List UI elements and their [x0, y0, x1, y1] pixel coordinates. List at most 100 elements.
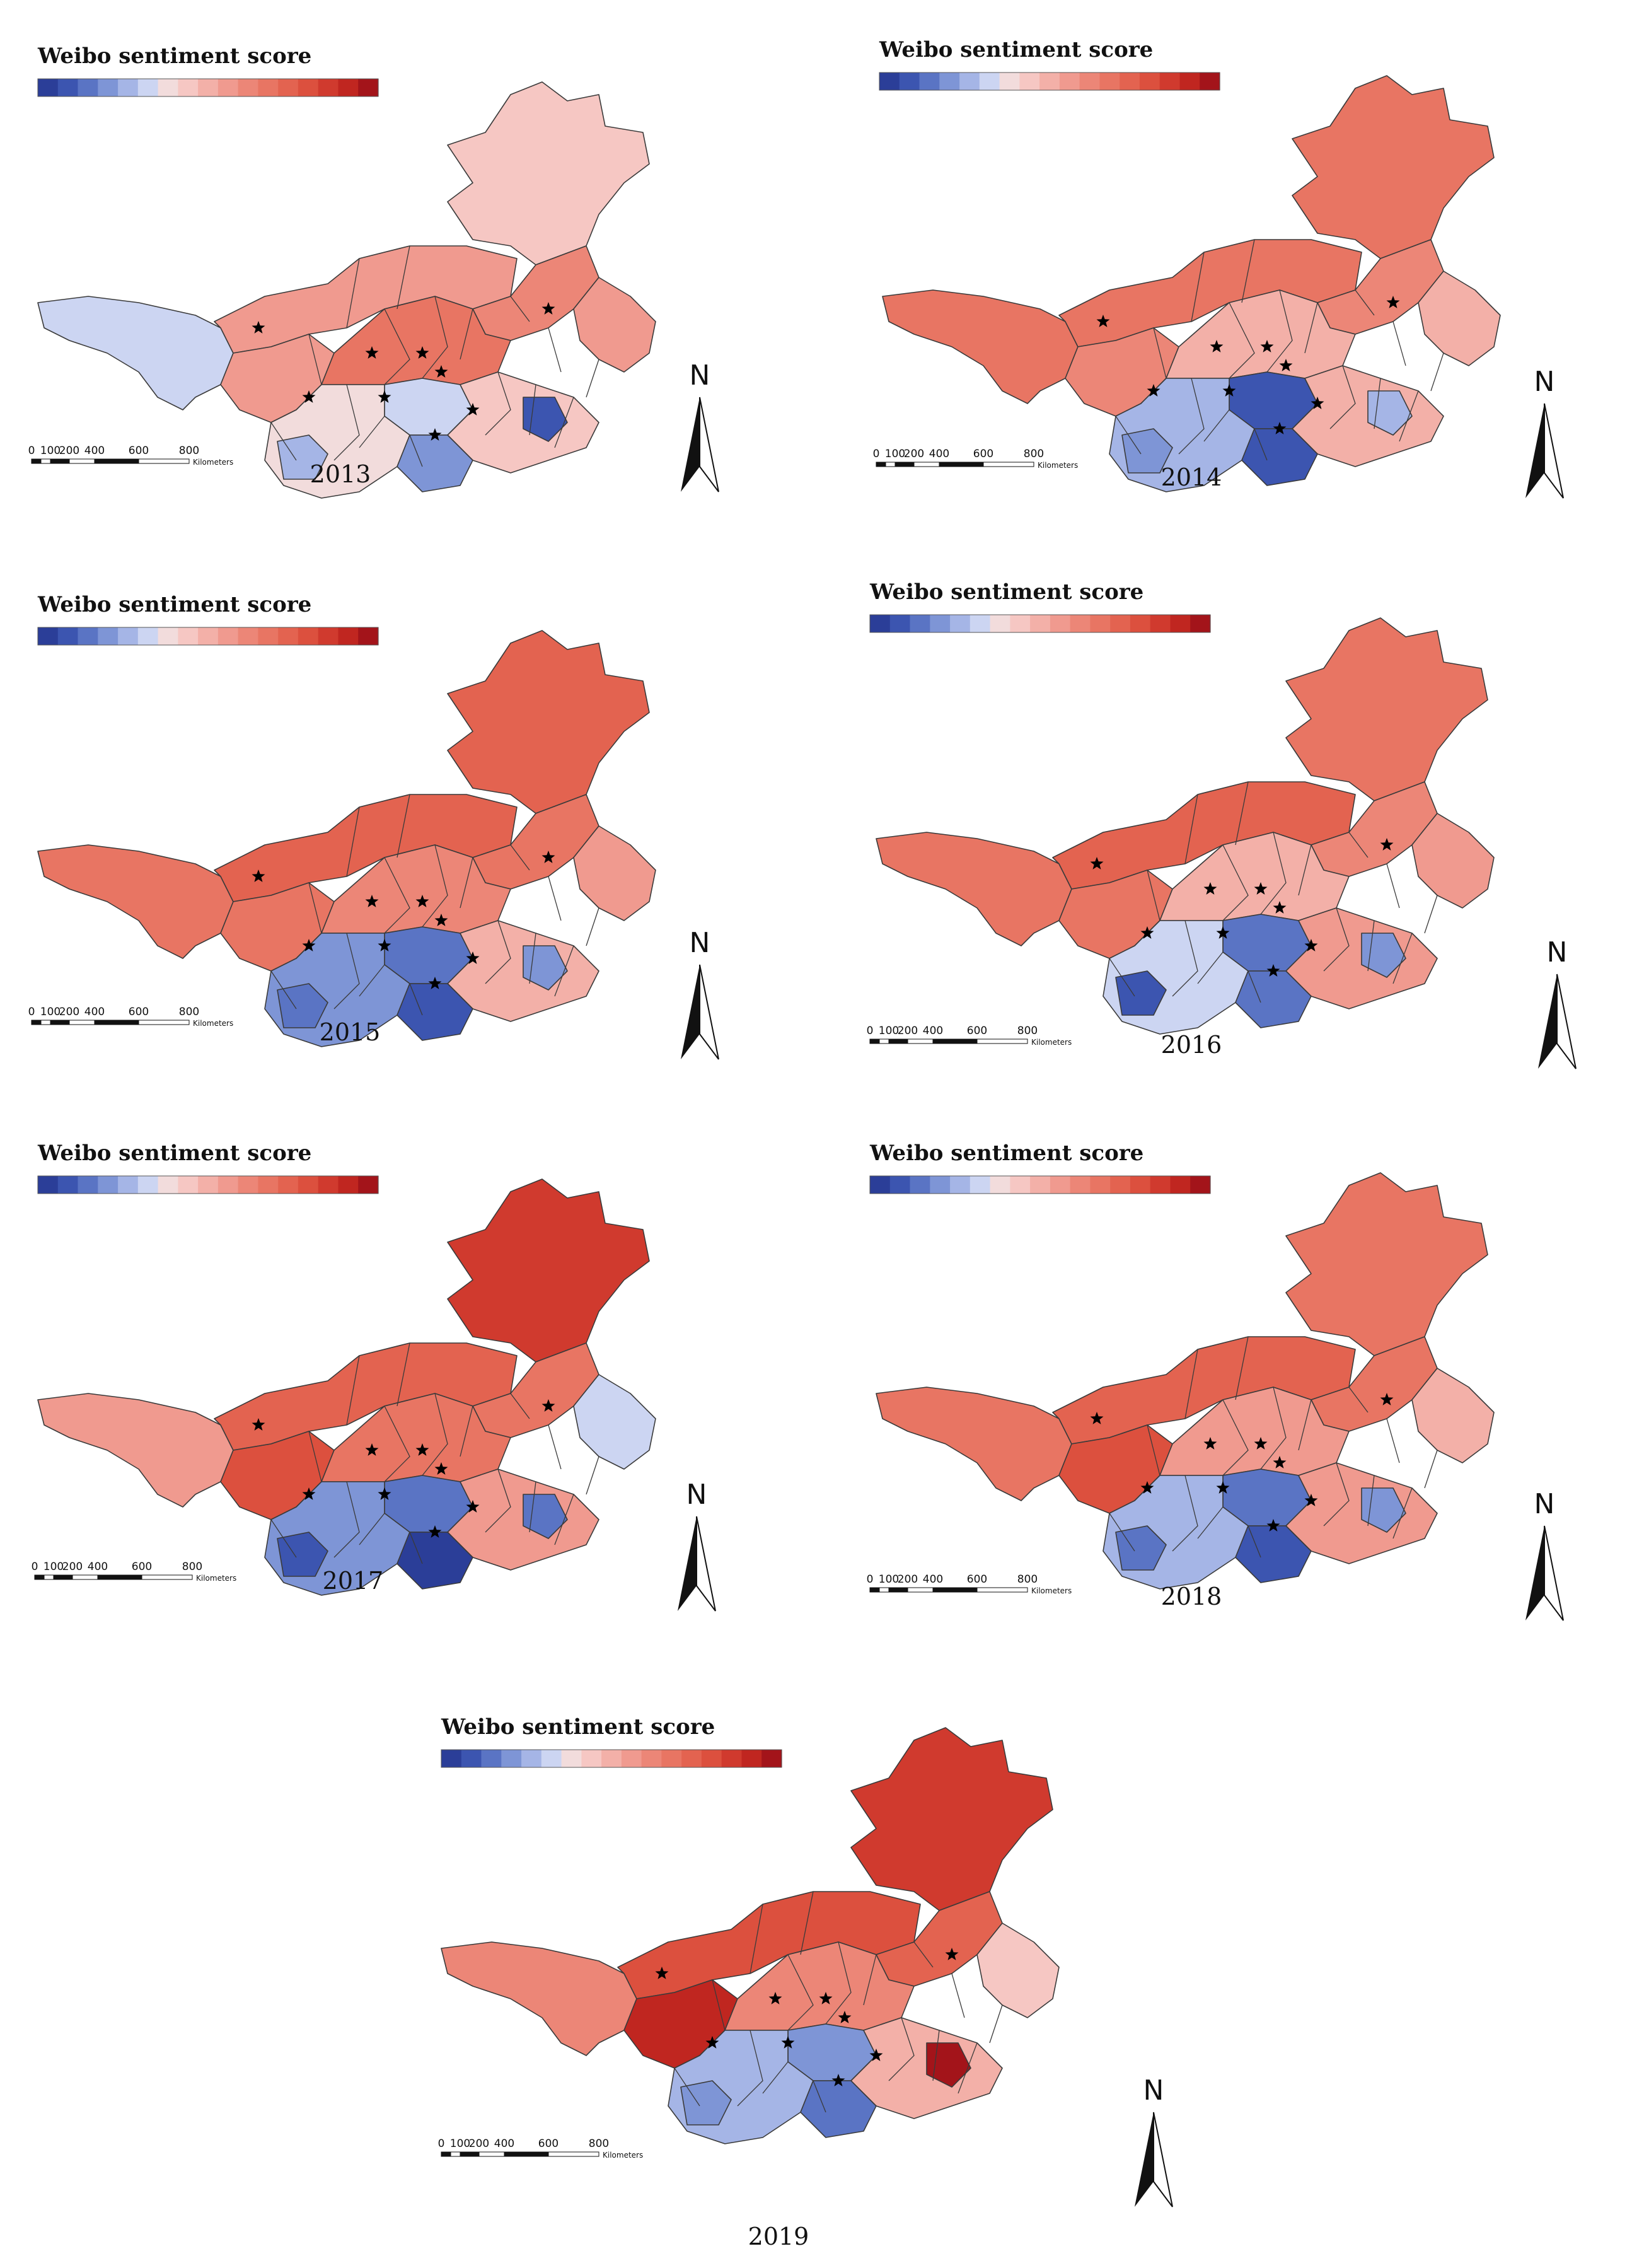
scale-segment: [885, 462, 896, 467]
legend-ramp-frame: [37, 1175, 379, 1194]
city-star-marker: [705, 2036, 719, 2049]
legend-swatch: [38, 79, 59, 96]
scale-segment: [976, 1038, 1028, 1044]
scale-tick-label: 400: [84, 1006, 105, 1018]
city-star-marker: [434, 1462, 448, 1475]
legend-ramp-frame: [869, 1175, 1211, 1194]
legend-swatch: [57, 1176, 79, 1194]
legend-swatch: [959, 73, 980, 90]
legend-swatch: [481, 1750, 502, 1767]
region-bandE: [1418, 270, 1501, 366]
region-boundary: [586, 1456, 599, 1495]
region-north: [447, 630, 650, 814]
region-west: [441, 1941, 637, 2056]
legend-swatch: [178, 627, 199, 645]
legend-swatch: [969, 1176, 991, 1194]
region-boundary: [1197, 951, 1224, 984]
scale-segment: [460, 2151, 480, 2157]
scale-tick-label: 0: [28, 1006, 35, 1018]
region-boundary: [548, 327, 562, 373]
legend-swatch: [1010, 615, 1031, 632]
legend-swatch: [761, 1750, 782, 1767]
region-north: [850, 1727, 1053, 1911]
region-boundary: [1241, 239, 1255, 303]
legend-title: Weibo sentiment score: [37, 44, 311, 69]
city-star-marker: [945, 1948, 959, 1960]
city-star-marker: [819, 1992, 833, 2004]
legend-swatch: [338, 79, 359, 96]
scale-segment: [34, 1574, 45, 1580]
legend-swatch: [1030, 1176, 1051, 1194]
scale-tick-label: 0: [438, 2137, 445, 2150]
region-boundary: [384, 1405, 410, 1482]
city-star-marker: [428, 977, 442, 989]
city-star-marker: [415, 346, 429, 359]
region-blue2: [680, 2080, 732, 2126]
region-boundary: [529, 1481, 536, 1533]
region-blue1: [800, 2080, 877, 2138]
region-blue1: [1241, 428, 1318, 486]
north-arrow-left: [681, 397, 700, 492]
legend-swatch: [118, 79, 139, 96]
legend-swatch: [57, 627, 79, 645]
scale-tick-label: 600: [132, 1561, 152, 1573]
legend-swatch: [910, 1176, 930, 1194]
region-bandE: [573, 277, 656, 373]
scale-tick-label: 100: [885, 448, 905, 460]
region-boundary: [346, 258, 360, 329]
legend-swatch: [1120, 73, 1140, 90]
scale-segment: [50, 1020, 70, 1025]
map-regions: [37, 81, 656, 499]
region-boundary: [787, 1954, 814, 2031]
city-star-marker: [1140, 1481, 1154, 1494]
legend-swatch: [1050, 615, 1071, 632]
region-boundary: [1386, 863, 1400, 909]
scale-segment: [441, 2151, 451, 2157]
scale-tick-label: 0: [873, 448, 880, 460]
legend-swatch: [521, 1750, 542, 1767]
legend-swatch: [1070, 1176, 1091, 1194]
city-star-marker: [541, 302, 555, 315]
city-star-marker: [428, 1525, 442, 1538]
legend-ramp-frame: [869, 614, 1211, 633]
scale-tick-label: 800: [1017, 1573, 1038, 1586]
scale-unit-label: Kilometers: [193, 1019, 233, 1028]
region-boundary: [1254, 428, 1268, 461]
region-boundary: [554, 1494, 574, 1545]
legend-swatch: [358, 79, 379, 96]
legend-swatch: [1139, 73, 1160, 90]
legend-swatch: [38, 627, 59, 645]
legend-swatch: [1150, 1176, 1171, 1194]
legend-swatch: [217, 79, 239, 96]
legend-swatch: [979, 73, 1000, 90]
scale-segment: [879, 1587, 889, 1593]
region-boundary: [554, 945, 574, 997]
legend-swatch: [1130, 615, 1151, 632]
legend-swatch: [581, 1750, 602, 1767]
city-star-marker: [541, 1399, 555, 1412]
region-boundary: [1260, 1387, 1287, 1470]
region-blue3: [926, 2042, 971, 2088]
north-arrow-right: [696, 1516, 716, 1612]
region-boundary: [422, 844, 448, 928]
city-star-marker: [378, 1487, 391, 1500]
legend-swatch: [999, 73, 1020, 90]
scale-unit-label: Kilometers: [193, 458, 233, 467]
legend-ramp-frame: [37, 78, 379, 97]
legend-swatch: [78, 79, 98, 96]
region-boundary: [485, 1468, 511, 1533]
region-boundary: [951, 1973, 965, 2018]
region-boundary: [989, 2004, 1003, 2044]
city-star-marker: [655, 1967, 669, 1979]
scale-tick-label: 600: [973, 448, 993, 460]
region-blue2: [1115, 970, 1167, 1016]
region-boundary: [1430, 352, 1444, 392]
north-arrow-icon: N: [681, 927, 719, 1060]
scale-segment: [913, 462, 940, 467]
region-boundary: [485, 371, 511, 436]
